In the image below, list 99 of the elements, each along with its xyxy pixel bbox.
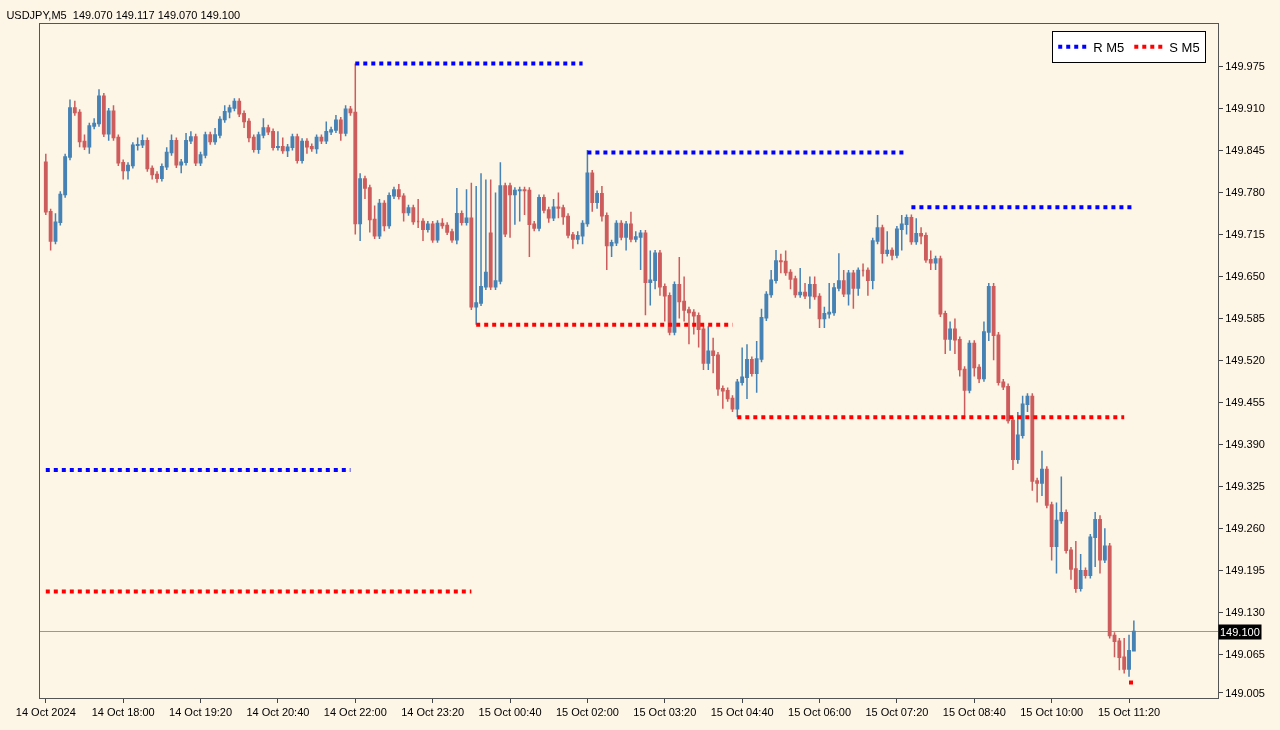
y-tick-label: 149.975 <box>1225 60 1265 73</box>
candlestick <box>87 122 92 155</box>
candlestick <box>856 266 861 297</box>
candlestick <box>638 229 643 271</box>
candlestick <box>300 137 305 165</box>
candlestick <box>948 320 953 352</box>
y-tick-label: 149.715 <box>1225 228 1265 241</box>
candlestick <box>1040 449 1044 497</box>
candlestick <box>295 133 300 165</box>
x-tick-label: 15 Oct 04:40 <box>710 706 774 719</box>
candlestick <box>411 204 416 226</box>
candlestick <box>865 266 870 297</box>
candlestick <box>1102 527 1107 564</box>
x-tick-label: 15 Oct 08:40 <box>942 706 1006 719</box>
candlestick <box>101 92 106 138</box>
x-tick-label: 14 Oct 22:00 <box>323 706 387 719</box>
candlestick <box>275 130 280 152</box>
candlestick <box>517 185 522 223</box>
y-tick-label: 149.650 <box>1225 270 1265 283</box>
candlestick <box>280 136 285 155</box>
candlestick <box>851 269 856 310</box>
y-tick-label: 149.005 <box>1225 686 1265 699</box>
candlestick <box>1098 514 1102 575</box>
y-tick-label: 149.195 <box>1225 564 1265 577</box>
candlestick <box>430 220 435 244</box>
x-tick-label: 15 Oct 06:00 <box>788 706 852 719</box>
candlestick <box>469 182 474 311</box>
candlestick <box>648 249 653 307</box>
candlestick <box>193 133 198 167</box>
candlestick <box>1078 553 1083 593</box>
x-tick-label: 15 Oct 10:00 <box>1020 706 1084 719</box>
candlestick <box>590 169 595 213</box>
candlestick <box>803 282 807 300</box>
candlestick <box>595 189 600 210</box>
candlestick <box>880 224 885 265</box>
x-tick-label: 15 Oct 02:00 <box>555 706 619 719</box>
x-tick-label: 14 Oct 2024 <box>15 706 76 719</box>
candlestick <box>503 182 508 238</box>
candlestick <box>358 172 363 242</box>
candlestick <box>933 255 938 271</box>
candlestick <box>629 211 633 243</box>
candlestick <box>624 220 629 252</box>
candlestick <box>1073 540 1078 594</box>
candlestick <box>309 142 314 153</box>
x-tick-label: 15 Oct 00:40 <box>478 706 542 719</box>
y-tick-label: 149.065 <box>1225 647 1265 660</box>
x-tick-label: 14 Oct 18:00 <box>91 706 155 719</box>
x-tick-label: 14 Oct 19:20 <box>169 706 233 719</box>
candlestick <box>416 198 421 229</box>
candlestick <box>464 188 469 227</box>
y-tick-label: 149.260 <box>1225 522 1265 535</box>
candlestick <box>314 133 319 155</box>
x-tick-label: 14 Oct 20:40 <box>246 706 310 719</box>
candlestick <box>106 107 111 142</box>
candlestick <box>382 199 387 232</box>
y-tick-label: 149.520 <box>1225 354 1265 367</box>
candlestick <box>914 217 919 246</box>
chart-title: USDJPY,M5 149.070 149.117 149.070 149.100 <box>6 8 241 21</box>
candlestick <box>324 120 329 145</box>
candlestick <box>353 62 358 236</box>
candlestick <box>551 198 556 222</box>
candlestick <box>174 136 179 169</box>
candlestick <box>861 262 865 278</box>
y-tick-label: 149.390 <box>1225 438 1265 451</box>
y-tick-label: 149.325 <box>1225 480 1265 493</box>
candlestick <box>909 213 914 246</box>
candlestick <box>421 217 425 242</box>
candlestick <box>454 187 459 245</box>
y-tick-label: 149.130 <box>1225 605 1265 618</box>
candlestick <box>885 230 890 258</box>
candlestick <box>459 209 464 227</box>
x-tick-label: 15 Oct 11:20 <box>1097 706 1161 719</box>
y-tick-label: 149.780 <box>1225 186 1265 199</box>
y-tick-label: 149.845 <box>1225 144 1265 157</box>
candlestick <box>749 355 754 378</box>
candlestick <box>619 219 624 242</box>
candlestick <box>677 256 682 320</box>
candlestick <box>798 267 803 299</box>
y-tick-label: 149.585 <box>1225 312 1265 325</box>
candlestick <box>841 269 846 298</box>
candlestick <box>537 193 541 232</box>
candlestick <box>527 186 532 258</box>
candlestick <box>425 220 430 234</box>
legend-label: R M5 <box>1093 39 1125 55</box>
candlestick <box>343 104 348 138</box>
x-tick-label: 15 Oct 07:20 <box>865 706 929 719</box>
ref-line-label: 149.100 <box>1220 626 1260 638</box>
candlestick <box>706 325 711 371</box>
candlestick <box>387 191 392 230</box>
candlestick <box>338 116 343 142</box>
candlestick <box>890 246 894 262</box>
y-tick-label: 149.910 <box>1225 102 1265 115</box>
x-tick-label: 15 Oct 03:20 <box>633 706 697 719</box>
candlestick <box>208 131 213 146</box>
candlestick <box>807 275 812 310</box>
legend-label: S M5 <box>1169 39 1200 55</box>
candlestick <box>488 178 493 291</box>
x-tick-label: 14 Oct 23:20 <box>401 706 465 719</box>
y-tick-label: 149.455 <box>1225 396 1265 409</box>
